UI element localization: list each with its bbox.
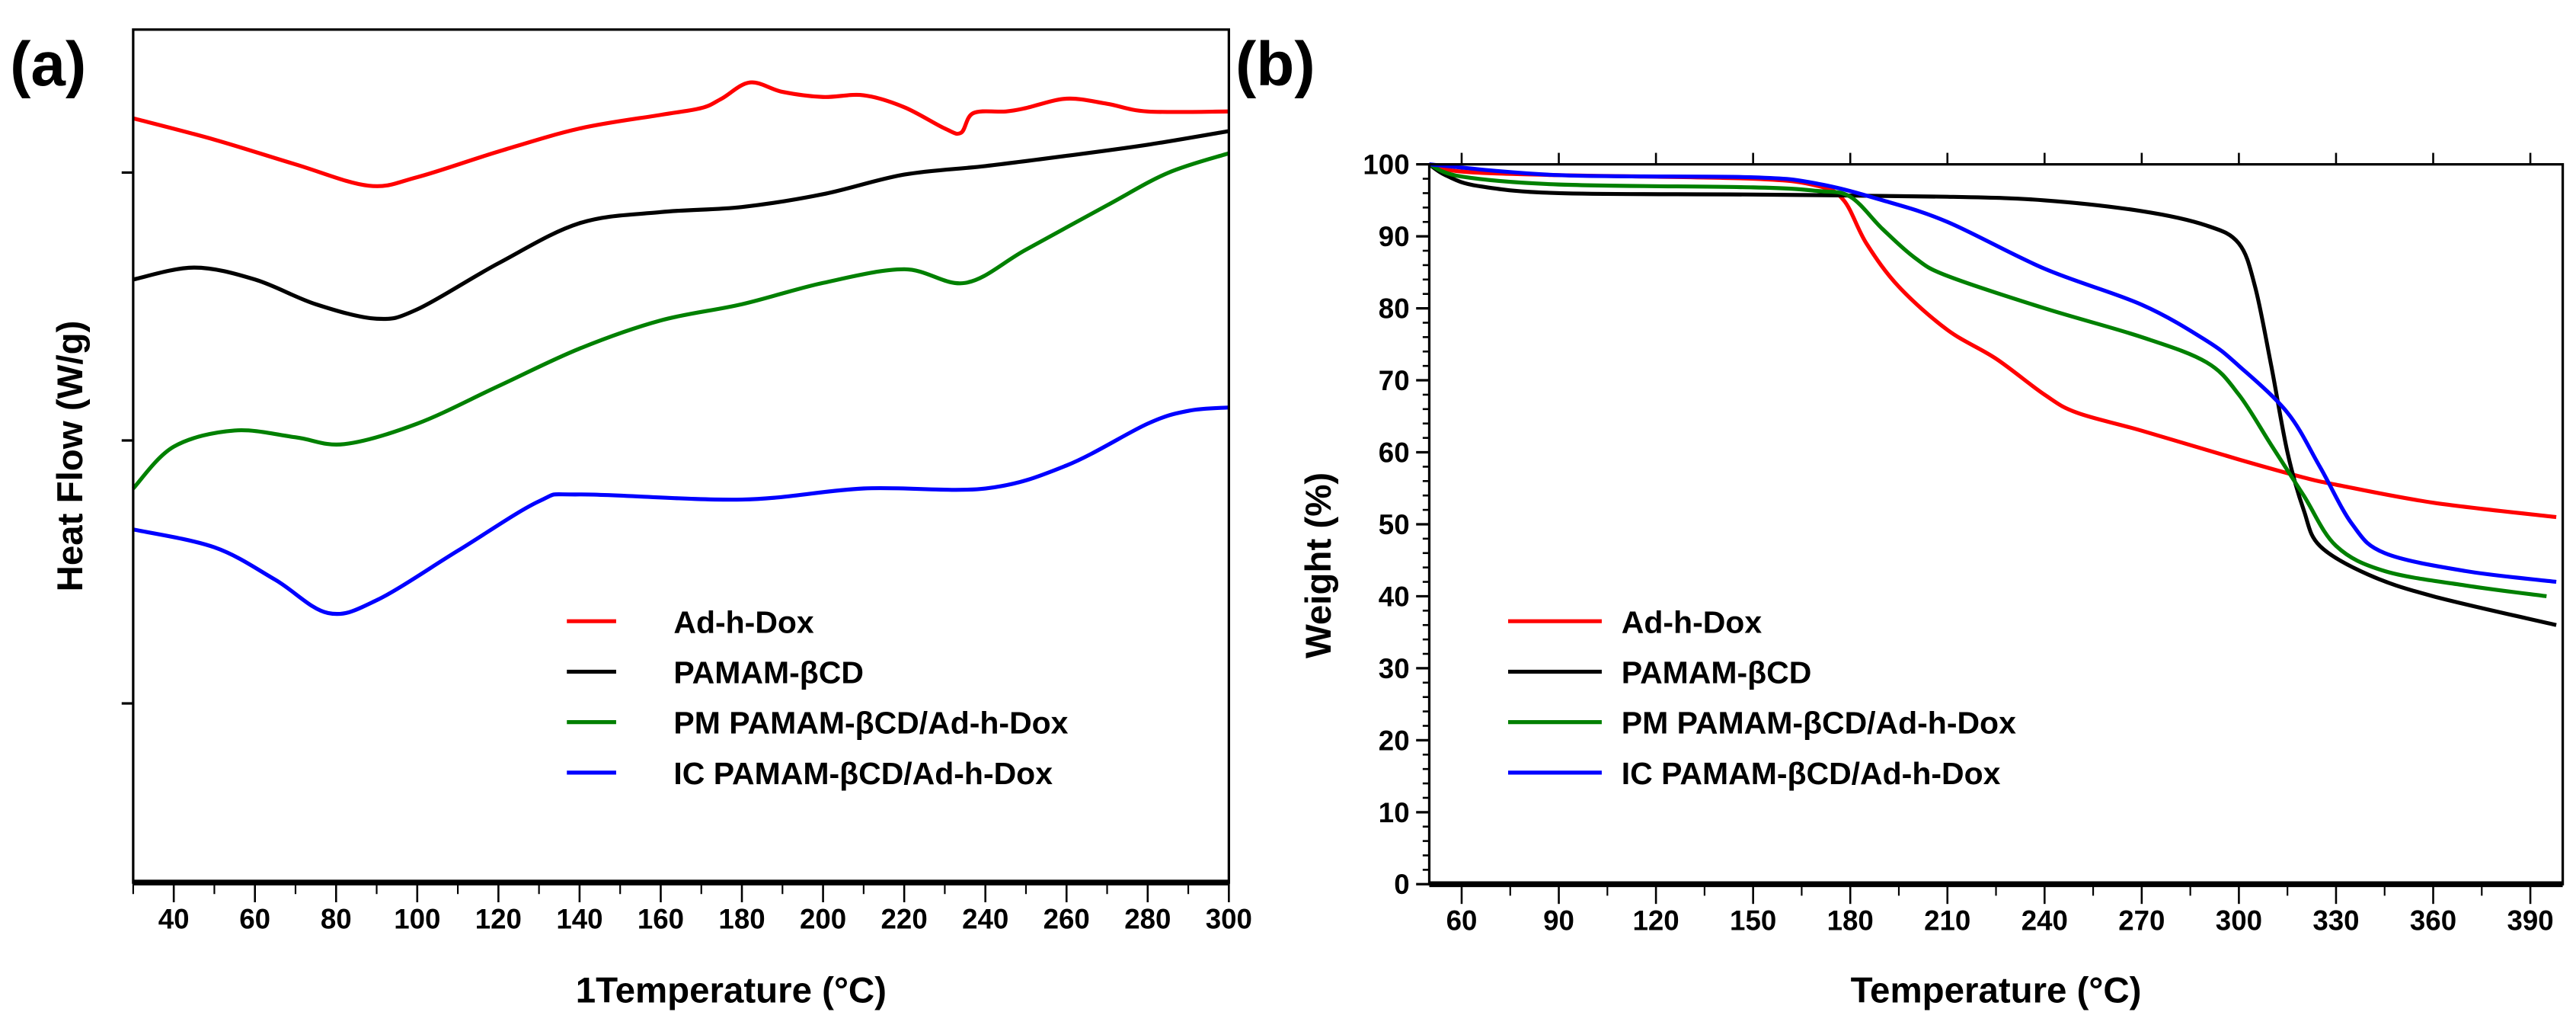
y-tick-label: 60 [1379, 437, 1410, 468]
series-line-1 [1427, 162, 2557, 627]
x-tick-label: 60 [239, 904, 270, 935]
legend-label: IC PAMAM-βCD/Ad-h-Dox [1622, 756, 2001, 791]
x-tick-label: 40 [158, 904, 190, 935]
panel-a [121, 28, 1230, 903]
x-tick-label: 180 [718, 904, 765, 935]
y-tick-label: 70 [1379, 365, 1410, 396]
y-tick-label: 90 [1379, 221, 1410, 252]
series-line-2 [131, 151, 1230, 490]
x-tick-label: 220 [881, 904, 928, 935]
series-line-3 [133, 405, 1229, 616]
series-line-0 [133, 80, 1229, 188]
legend-label: Ad-h-Dox [1622, 604, 1763, 639]
x-tick-label: 200 [800, 904, 846, 935]
x-tick-label: 80 [321, 904, 352, 935]
x-tick-label: 100 [394, 904, 440, 935]
x-tick-label: 210 [1924, 905, 1970, 937]
panel-b [1416, 152, 2565, 905]
legend-label: IC PAMAM-βCD/Ad-h-Dox [673, 756, 1053, 791]
x-tick-label: 120 [1633, 905, 1680, 937]
x-tick-label: 300 [1206, 904, 1252, 935]
y-tick-label: 50 [1379, 509, 1410, 540]
y-axis-title: Weight (%) [1299, 472, 1339, 658]
series-line-1 [133, 129, 1229, 322]
y-tick-label: 100 [1363, 149, 1409, 181]
x-tick-label: 150 [1730, 905, 1776, 937]
x-axis-title: 1Temperature (°C) [576, 971, 887, 1011]
x-tick-label: 180 [1827, 905, 1874, 937]
legend-label: Ad-h-Dox [673, 604, 814, 639]
y-axis-title: Heat Flow (W/g) [50, 321, 91, 592]
series-line-3 [1429, 162, 2557, 584]
legend-label: PM PAMAM-βCD/Ad-h-Dox [673, 706, 1068, 741]
x-tick-label: 120 [475, 904, 522, 935]
x-tick-label: 240 [962, 904, 1008, 935]
x-tick-label: 270 [2118, 905, 2165, 937]
y-tick-label: 10 [1379, 797, 1410, 828]
series-line-2 [1428, 162, 2547, 599]
legend-label: PM PAMAM-βCD/Ad-h-Dox [1622, 706, 2016, 741]
x-tick-label: 280 [1124, 904, 1171, 935]
y-tick-label: 30 [1379, 653, 1410, 684]
legend-label: PAMAM-βCD [673, 655, 864, 690]
x-tick-label: 260 [1044, 904, 1090, 935]
x-tick-label: 90 [1543, 905, 1574, 937]
legend-label: PAMAM-βCD [1622, 655, 1812, 690]
series-line-0 [1428, 162, 2557, 520]
x-axis-title: Temperature (°C) [1851, 971, 2142, 1011]
x-tick-label: 360 [2410, 905, 2456, 937]
panel-label: (b) [1235, 30, 1315, 99]
panel-label: (a) [10, 30, 86, 99]
x-tick-label: 240 [2021, 905, 2068, 937]
y-tick-label: 80 [1379, 293, 1410, 325]
x-tick-label: 160 [638, 904, 684, 935]
x-tick-label: 60 [1446, 905, 1478, 937]
x-tick-label: 300 [2216, 905, 2262, 937]
x-tick-label: 390 [2507, 905, 2553, 937]
y-tick-label: 0 [1394, 869, 1409, 900]
y-tick-label: 40 [1379, 581, 1410, 612]
y-tick-label: 20 [1379, 725, 1410, 756]
x-tick-label: 140 [556, 904, 602, 935]
x-tick-label: 330 [2312, 905, 2359, 937]
